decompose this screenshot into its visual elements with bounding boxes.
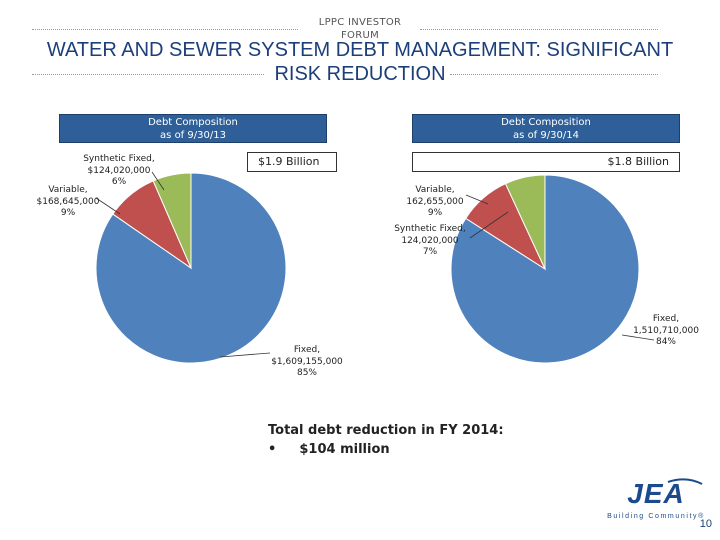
chart-2-label-fixed: Fixed, 1,510,710,000 84% (633, 314, 699, 347)
header-rule-right-bottom (450, 74, 658, 75)
forum-label: LPPC INVESTOR FORUM (290, 17, 430, 42)
chart-2-leader-variable (465, 194, 489, 205)
chart-1-leader-fixed (219, 352, 271, 358)
chart-2-pie (450, 174, 640, 364)
label-leader-lines (95, 171, 655, 358)
chart-1-label-synthetic: Synthetic Fixed, $124,020,000 6% (83, 154, 155, 187)
chart-2-leader-fixed (621, 334, 655, 341)
chart-2-leader-synthetic (469, 211, 509, 239)
forum-line-2: FORUM (340, 29, 380, 41)
jea-logo: JEA Building Community® (606, 478, 706, 528)
bullet-glyph: • (268, 442, 277, 457)
chart-1-label-variable: Variable, $168,645,000 9% (36, 185, 100, 218)
chart-2-total-box: $1.8 Billion (412, 152, 680, 172)
logo-text: JEA (627, 478, 685, 509)
debt-reduction-summary: Total debt reduction in FY 2014: • $104 … (268, 421, 528, 459)
chart-2-title-line-1: Debt Composition (501, 117, 591, 128)
page-title-line-2: RISK REDUCTION (274, 63, 446, 85)
chart-2-label-variable: Variable, 162,655,000 9% (406, 185, 464, 218)
page-title-line-1: WATER AND SEWER SYSTEM DEBT MANAGEMENT: … (46, 39, 674, 61)
chart-1-pie (95, 172, 287, 364)
page-number: 10 (699, 518, 712, 530)
chart-1-title-line-2: as of 9/30/13 (160, 130, 226, 141)
chart-2-total: $1.8 Billion (607, 155, 669, 168)
header-rule-left-top (32, 29, 298, 30)
chart-1-label-fixed: Fixed, $1,609,155,000 85% (271, 345, 343, 378)
chart-1-title-line-1: Debt Composition (148, 117, 238, 128)
chart-1-total-box: $1.9 Billion (247, 152, 337, 172)
logo-tagline: Building Community® (607, 513, 705, 520)
forum-line-1: LPPC INVESTOR (318, 17, 402, 28)
chart-2-title-line-2: as of 9/30/14 (513, 130, 579, 141)
logo-swoosh-icon (667, 478, 703, 485)
chart-1-total: $1.9 Billion (258, 155, 320, 168)
summary-bullet-item: • $104 million (268, 440, 528, 459)
header-rule-left-bottom (32, 74, 264, 75)
chart-2-title-banner: Debt Composition as of 9/30/14 (412, 114, 680, 143)
chart-2-label-synthetic: Synthetic Fixed, 124,020,000 7% (394, 224, 466, 257)
summary-item-text: $104 million (299, 442, 390, 457)
chart-2-slice-synthetic-fixed (504, 174, 546, 270)
summary-heading: Total debt reduction in FY 2014: (268, 423, 504, 438)
chart-1-title-banner: Debt Composition as of 9/30/13 (59, 114, 327, 143)
header-rule-right-top (420, 29, 658, 30)
chart-1-leader-variable (95, 197, 121, 215)
chart-1-leader-synthetic (151, 171, 165, 191)
chart-1-slice-synthetic-fixed (152, 172, 192, 269)
page-title: WATER AND SEWER SYSTEM DEBT MANAGEMENT: … (0, 38, 720, 86)
